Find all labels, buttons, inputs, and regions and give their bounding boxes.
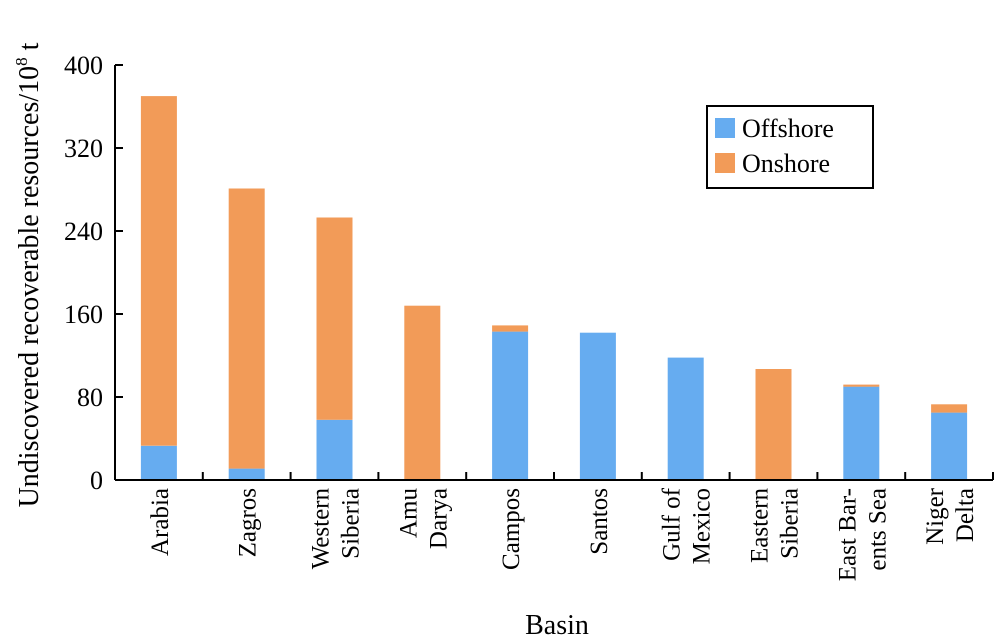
y-axis-title-superscript: 8 [12, 57, 31, 66]
legend-swatch-onshore [715, 153, 735, 173]
category-label: Arabia [147, 488, 174, 556]
bar-onshore-3 [404, 305, 441, 480]
bars-layer [140, 96, 968, 480]
category-label: Siberia [777, 488, 804, 559]
category-label: Mexico [689, 488, 716, 564]
legend-label-onshore: Onshore [742, 149, 830, 178]
y-tick-label: 240 [64, 217, 103, 246]
category-label: Delta [952, 488, 979, 542]
bar-onshore-2 [316, 217, 353, 420]
y-axis-title: Undiscovered recoverable resources/108 t [12, 42, 45, 507]
bar-offshore-1 [228, 468, 265, 480]
y-tick-label: 80 [77, 383, 103, 412]
category-label: Niger [922, 487, 949, 545]
category-label: Darya [425, 488, 452, 549]
axes-layer: 0 80 160 240 320 400 [64, 51, 994, 495]
bar-offshore-4 [492, 331, 529, 480]
category-label: East Bar- [834, 488, 861, 581]
legend: Offshore Onshore [706, 105, 874, 189]
y-tick-label: 160 [64, 300, 103, 329]
category-label: Zagros [235, 488, 262, 557]
y-tick-label: 320 [64, 134, 103, 163]
category-label: Western [308, 488, 335, 570]
bar-offshore-0 [140, 445, 177, 480]
bar-onshore-4 [492, 325, 529, 332]
bar-offshore-9 [931, 412, 968, 480]
category-label: Santos [586, 488, 613, 555]
bar-offshore-2 [316, 419, 353, 480]
category-label: Gulf of [659, 487, 686, 561]
bar-onshore-8 [843, 384, 880, 387]
y-tick-label: 0 [90, 466, 103, 495]
y-axis-title-main: Undiscovered recoverable resources/10 [14, 66, 45, 508]
category-label: ents Sea [864, 488, 891, 571]
bar-offshore-6 [667, 357, 704, 480]
category-label: Campos [498, 488, 525, 570]
bar-onshore-0 [140, 96, 177, 446]
bar-offshore-5 [579, 332, 616, 480]
category-label: Eastern [747, 488, 774, 563]
y-axis-title-unit: t [14, 42, 45, 57]
bar-onshore-7 [755, 369, 792, 480]
bar-onshore-9 [931, 404, 968, 413]
y-tick-label: 400 [64, 51, 103, 80]
category-label: Amu [395, 488, 422, 539]
bar-onshore-1 [228, 188, 265, 469]
x-axis-title: Basin [525, 610, 589, 641]
bar-offshore-8 [843, 386, 880, 480]
category-label: Siberia [338, 488, 365, 559]
category-labels: Arabia Zagros Western Siberia Amu Darya Campos… [147, 487, 979, 581]
legend-label-offshore: Offshore [742, 114, 834, 143]
legend-swatch-offshore [715, 118, 735, 138]
